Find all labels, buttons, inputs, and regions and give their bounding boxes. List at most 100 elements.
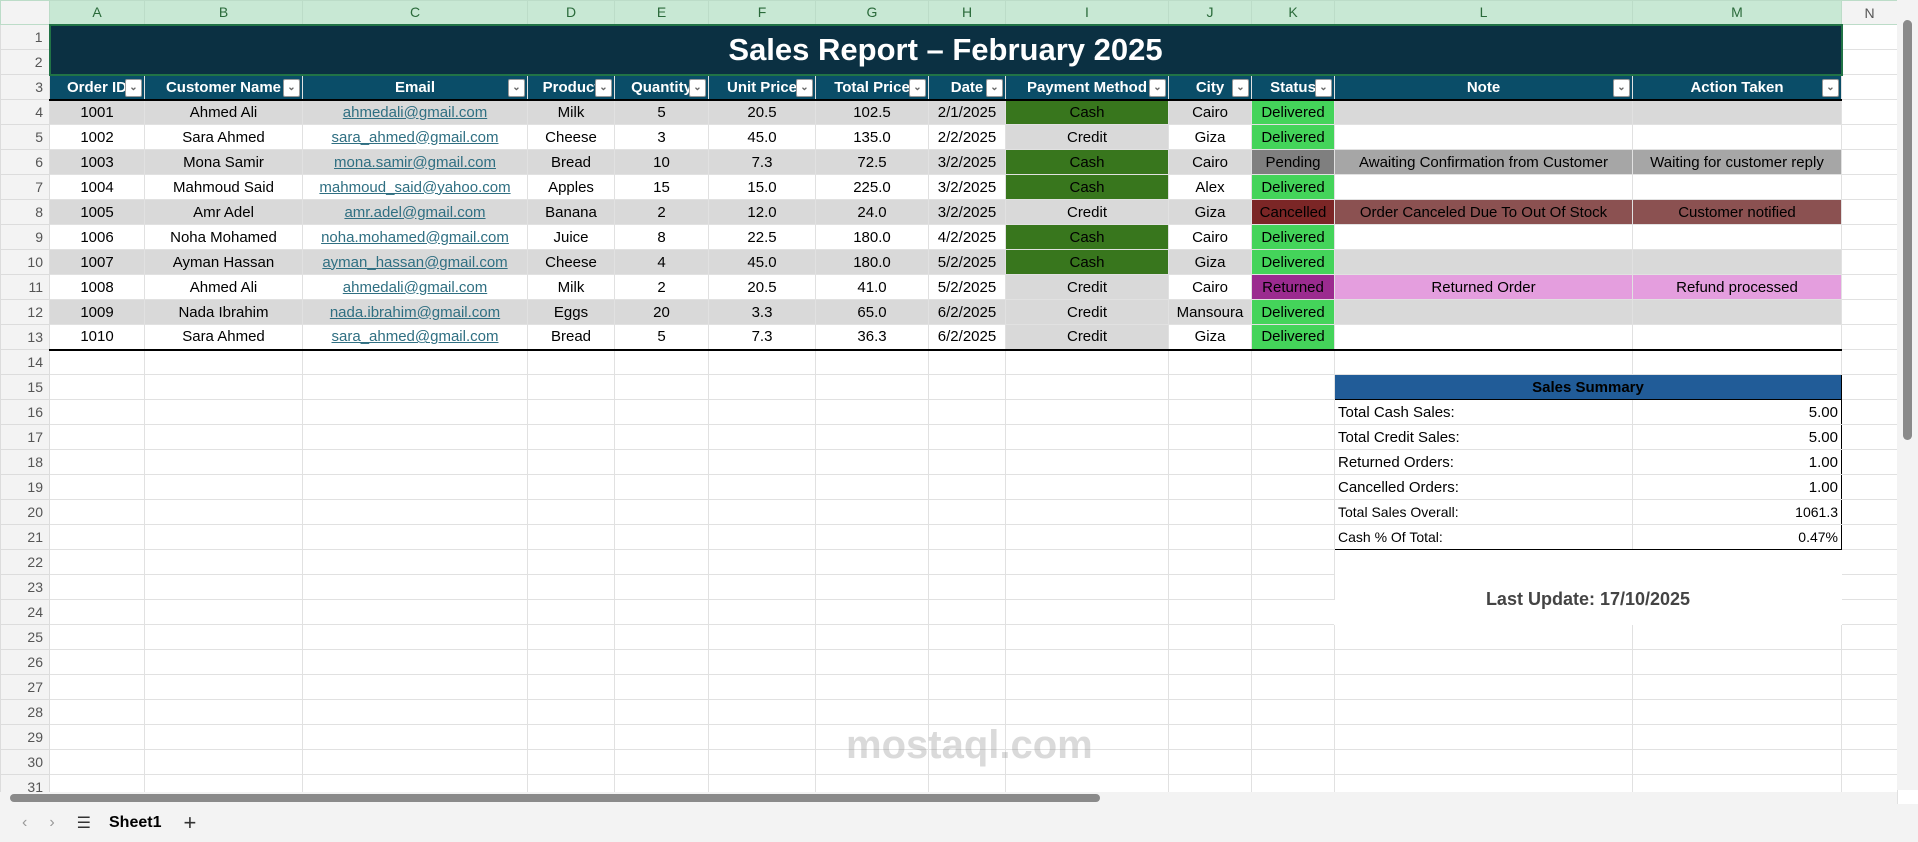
cell[interactable] bbox=[49, 699, 145, 725]
column-title[interactable]: Date ⌄ bbox=[928, 74, 1006, 101]
vertical-scrollbar[interactable] bbox=[1897, 0, 1918, 790]
cell[interactable] bbox=[1005, 599, 1169, 625]
cell[interactable] bbox=[1168, 399, 1252, 425]
cell[interactable] bbox=[302, 374, 528, 400]
cell[interactable] bbox=[49, 424, 145, 450]
cell-payment-method[interactable]: Credit bbox=[1005, 199, 1169, 225]
cell[interactable] bbox=[1841, 274, 1898, 300]
column-title[interactable]: Total Price ⌄ bbox=[815, 74, 929, 101]
cell[interactable] bbox=[49, 474, 145, 500]
filter-dropdown-icon[interactable]: ⌄ bbox=[125, 78, 142, 97]
cell-payment-method[interactable]: Cash bbox=[1005, 249, 1169, 275]
column-header-f[interactable]: F bbox=[708, 0, 816, 25]
cell[interactable] bbox=[1632, 649, 1842, 675]
row-header-3[interactable]: 3 bbox=[0, 74, 50, 100]
cell[interactable] bbox=[49, 524, 145, 550]
cell-quantity[interactable]: 10 bbox=[614, 149, 709, 175]
cell[interactable] bbox=[1632, 749, 1842, 775]
cell[interactable] bbox=[614, 574, 709, 600]
cell-order-id[interactable]: 1007 bbox=[49, 249, 145, 275]
cell[interactable] bbox=[1632, 349, 1842, 375]
cell-product[interactable]: Cheese bbox=[527, 124, 615, 150]
cell[interactable] bbox=[928, 699, 1006, 725]
cell[interactable] bbox=[1168, 599, 1252, 625]
prev-sheet-icon[interactable]: ‹ bbox=[22, 814, 28, 831]
cell[interactable] bbox=[815, 599, 929, 625]
sheet-tab-sheet1[interactable]: Sheet1 bbox=[109, 814, 162, 831]
cell-total-price[interactable]: 36.3 bbox=[815, 324, 929, 351]
cell[interactable] bbox=[928, 624, 1006, 650]
cell[interactable] bbox=[815, 624, 929, 650]
cell-total-price[interactable]: 180.0 bbox=[815, 249, 929, 275]
cell[interactable] bbox=[302, 724, 528, 750]
cell-date[interactable]: 6/2/2025 bbox=[928, 299, 1006, 325]
filter-dropdown-icon[interactable]: ⌄ bbox=[796, 78, 813, 97]
cell[interactable] bbox=[144, 474, 303, 500]
cell[interactable] bbox=[302, 549, 528, 575]
cell[interactable] bbox=[49, 599, 145, 625]
cell[interactable] bbox=[1841, 574, 1898, 600]
cell-payment-method[interactable]: Cash bbox=[1005, 174, 1169, 200]
cell-total-price[interactable]: 41.0 bbox=[815, 274, 929, 300]
cell-city[interactable]: Giza bbox=[1168, 324, 1252, 351]
cell[interactable] bbox=[1841, 649, 1898, 675]
cell-payment-method[interactable]: Cash bbox=[1005, 149, 1169, 175]
cell-date[interactable]: 3/2/2025 bbox=[928, 199, 1006, 225]
row-header-19[interactable]: 19 bbox=[0, 474, 50, 500]
cell[interactable] bbox=[1251, 724, 1335, 750]
cell-status[interactable]: Returned bbox=[1251, 274, 1335, 300]
cell[interactable] bbox=[527, 599, 615, 625]
filter-dropdown-icon[interactable]: ⌄ bbox=[1232, 78, 1249, 97]
cell[interactable] bbox=[144, 649, 303, 675]
cell[interactable] bbox=[1168, 374, 1252, 400]
row-header-21[interactable]: 21 bbox=[0, 524, 50, 550]
filter-dropdown-icon[interactable]: ⌄ bbox=[1613, 78, 1630, 97]
cell-city[interactable]: Alex bbox=[1168, 174, 1252, 200]
cell[interactable] bbox=[1632, 699, 1842, 725]
cell-unit-price[interactable]: 15.0 bbox=[708, 174, 816, 200]
cell[interactable] bbox=[708, 649, 816, 675]
cell-customer-name[interactable]: Ayman Hassan bbox=[144, 249, 303, 275]
cell[interactable] bbox=[527, 749, 615, 775]
cell-note[interactable] bbox=[1334, 174, 1633, 200]
cell[interactable] bbox=[527, 474, 615, 500]
column-title[interactable]: Product ⌄ bbox=[527, 74, 615, 101]
cell[interactable] bbox=[708, 674, 816, 700]
cell[interactable] bbox=[928, 499, 1006, 525]
cell-date[interactable]: 5/2/2025 bbox=[928, 249, 1006, 275]
cell-order-id[interactable]: 1006 bbox=[49, 224, 145, 250]
cell[interactable] bbox=[708, 549, 816, 575]
cell-city[interactable]: Cairo bbox=[1168, 149, 1252, 175]
cell[interactable] bbox=[1005, 499, 1169, 525]
cell-note[interactable] bbox=[1334, 249, 1633, 275]
column-header-n[interactable]: N bbox=[1841, 0, 1898, 25]
cell-date[interactable]: 5/2/2025 bbox=[928, 274, 1006, 300]
cell[interactable] bbox=[614, 499, 709, 525]
cell[interactable] bbox=[527, 674, 615, 700]
cell[interactable] bbox=[1841, 199, 1898, 225]
row-header-5[interactable]: 5 bbox=[0, 124, 50, 150]
cell[interactable] bbox=[928, 674, 1006, 700]
row-header-30[interactable]: 30 bbox=[0, 749, 50, 775]
column-title[interactable]: Email ⌄ bbox=[302, 74, 528, 101]
cell-email-link[interactable]: sara_ahmed@gmail.com bbox=[302, 324, 528, 351]
cell-product[interactable]: Milk bbox=[527, 99, 615, 125]
cell-product[interactable]: Milk bbox=[527, 274, 615, 300]
cell[interactable] bbox=[708, 524, 816, 550]
cell[interactable] bbox=[928, 524, 1006, 550]
column-header-a[interactable]: A bbox=[49, 0, 145, 25]
cell-status[interactable]: Delivered bbox=[1251, 99, 1335, 125]
cell-total-price[interactable]: 72.5 bbox=[815, 149, 929, 175]
cell-total-price[interactable]: 65.0 bbox=[815, 299, 929, 325]
cell-email-link[interactable]: amr.adel@gmail.com bbox=[302, 199, 528, 225]
cell[interactable] bbox=[1168, 524, 1252, 550]
cell[interactable] bbox=[1841, 424, 1898, 450]
cell-action-taken[interactable] bbox=[1632, 299, 1842, 325]
cell-email-link[interactable]: noha.mohamed@gmail.com bbox=[302, 224, 528, 250]
cell-payment-method[interactable]: Credit bbox=[1005, 324, 1169, 351]
cell[interactable] bbox=[1841, 349, 1898, 375]
row-header-27[interactable]: 27 bbox=[0, 674, 50, 700]
cell[interactable] bbox=[815, 399, 929, 425]
column-header-l[interactable]: L bbox=[1334, 0, 1633, 25]
cell[interactable] bbox=[614, 524, 709, 550]
